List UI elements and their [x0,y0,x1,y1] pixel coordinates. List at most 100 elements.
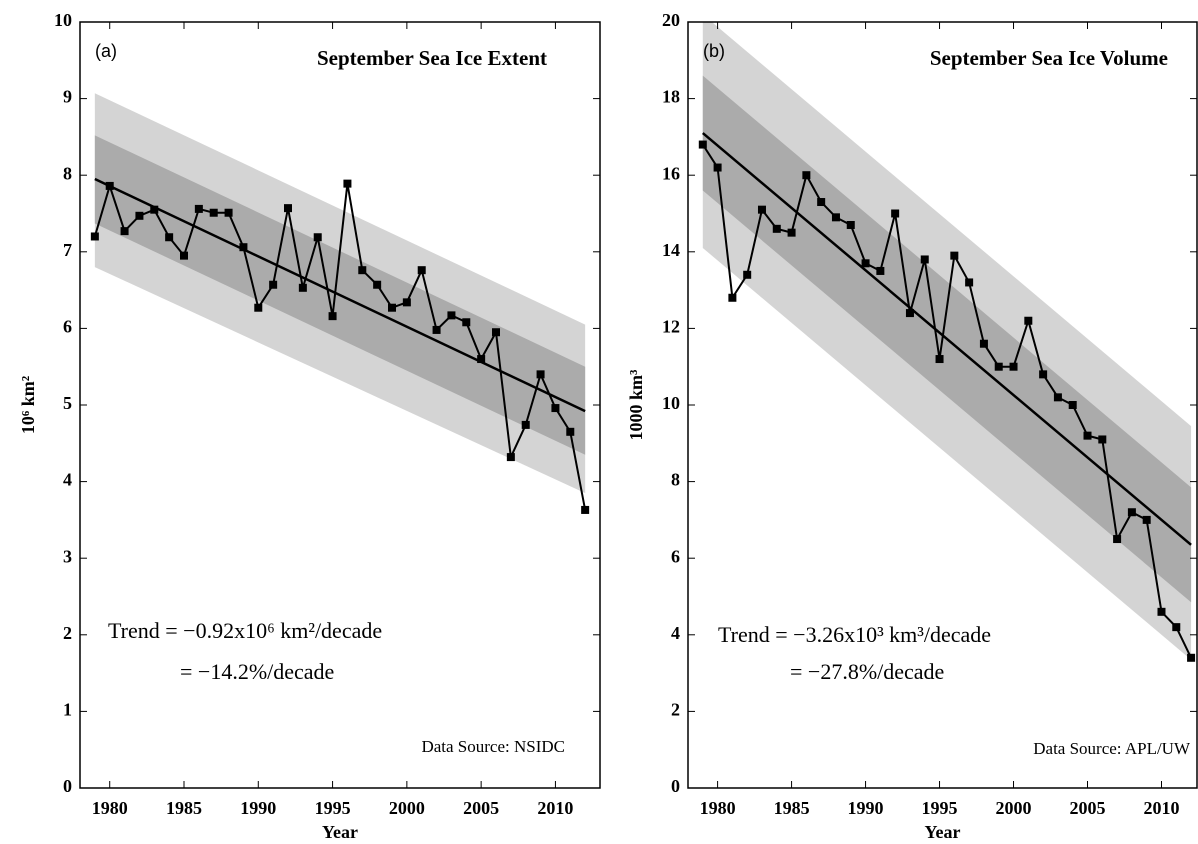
y-tick-label: 4 [63,470,72,490]
data-point [846,220,855,229]
y-tick-label: 10 [662,393,680,413]
data-point [1053,393,1062,402]
data-point [1083,431,1092,440]
data-point [194,204,203,213]
annotation: Trend = −0.92x10⁶ km²/decade [108,618,382,643]
data-point [343,179,352,188]
data-point [254,303,263,312]
data-point [180,251,188,260]
plot-area [90,93,590,514]
y-tick-label: 12 [662,317,680,337]
data-point [713,163,722,172]
chart-title: September Sea Ice Extent [317,46,547,70]
x-tick-label: 1995 [315,798,351,818]
x-tick-label: 2010 [537,798,573,818]
data-point [477,355,486,364]
plot-area [698,22,1196,662]
data-point [328,312,337,321]
y-tick-label: 2 [63,623,72,643]
x-tick-label: 1985 [774,798,810,818]
data-point [224,208,233,217]
x-tick-label: 1980 [92,798,128,818]
x-tick-label: 1990 [848,798,884,818]
y-tick-label: 6 [671,546,680,566]
data-point [1187,653,1196,662]
data-point [772,224,781,233]
data-point [373,280,382,289]
y-tick-label: 10 [54,10,72,30]
data-point [284,204,292,213]
x-axis-label: Year [925,822,961,842]
data-point [1009,362,1018,371]
annotation: = −27.8%/decade [790,659,944,684]
data-line [93,182,587,511]
data-line [701,144,1192,659]
data-point [950,251,959,260]
data-point [462,318,471,327]
data-point [120,227,129,236]
data-point [358,266,367,275]
data-point [757,205,766,214]
data-point [994,362,1003,371]
data-point [787,228,796,237]
y-tick-label: 8 [671,470,680,490]
data-point [566,427,575,436]
y-tick-label: 0 [63,776,72,796]
annotation: Trend = −3.26x10³ km³/decade [718,622,991,647]
data-point [447,311,456,320]
data-point [90,232,99,241]
data-point [876,266,885,275]
data-point [979,339,988,348]
data-point [417,266,426,275]
data-point [506,453,515,462]
data-point [861,259,870,268]
data-point [536,370,545,379]
data-point [150,205,159,214]
data-point [402,298,411,307]
data-point [1098,435,1107,444]
y-tick-label: 0 [671,776,680,796]
data-point [920,255,929,264]
data-point [135,211,144,220]
data-point [1127,508,1136,517]
y-tick-label: 6 [63,317,72,337]
data-point [698,140,707,149]
data-point [105,181,114,190]
y-tick-label: 14 [662,240,680,260]
data-point [1157,607,1166,616]
data-point [209,208,218,217]
data-point [298,283,307,292]
y-tick-label: 8 [63,163,72,183]
panel: 0 2 4 6 8 10 12 14 16 18 20 1980 1985 1990 1995 2000 200… [626,10,1198,842]
annotation: = −14.2%/decade [180,659,334,684]
data-point [521,420,530,429]
x-axis-label: Year [322,822,358,842]
data-point [965,278,974,287]
data-point [239,243,248,252]
y-tick-label: 16 [662,163,680,183]
data-point [802,171,811,180]
y-tick-label: 3 [63,546,72,566]
y-tick-label: 18 [662,87,680,107]
data-point [831,213,840,222]
data-point [388,303,396,312]
data-point [313,233,322,242]
data-point [269,280,278,289]
y-tick-label: 4 [671,623,680,643]
y-tick-label: 5 [63,393,72,413]
x-tick-label: 2005 [463,798,499,818]
data-point [935,355,944,364]
panel-label: (a) [95,41,117,61]
x-tick-label: 1980 [700,798,736,818]
y-tick-label: 20 [662,10,680,30]
data-point [891,209,900,218]
y-tick-label: 9 [63,87,72,107]
data-point [165,233,174,242]
data-point [1142,515,1151,524]
data-source: Data Source: NSIDC [421,737,565,756]
panel-label: (b) [703,41,725,61]
x-tick-label: 2000 [996,798,1032,818]
y-tick-label: 2 [671,700,680,720]
data-point [1172,623,1181,632]
data-point [432,325,441,334]
